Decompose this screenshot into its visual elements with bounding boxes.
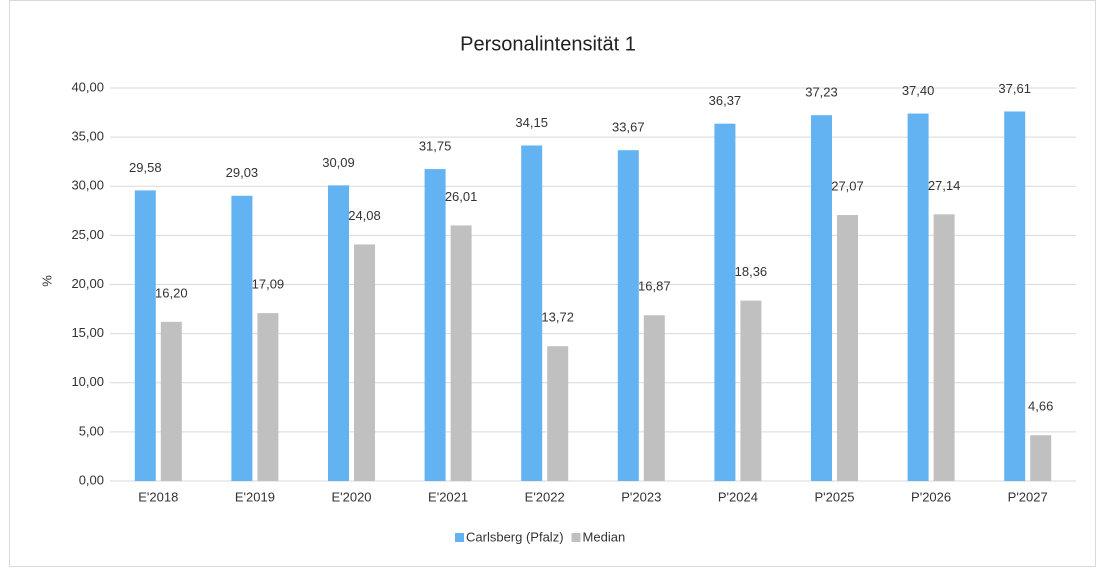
data-label: 27,07 [831,178,864,193]
data-label: 37,61 [998,81,1031,96]
data-label: 30,09 [322,155,355,170]
x-tick-label: P'2025 [814,489,854,504]
bar [907,113,929,482]
x-tick-label: E'2018 [138,489,178,504]
data-label: 18,36 [735,264,768,279]
bar [933,214,955,482]
x-tick-label: E'2019 [235,489,275,504]
x-tick-label: P'2023 [621,489,661,504]
bar [1030,435,1052,481]
x-tick-label: E'2021 [428,489,468,504]
bar [714,123,736,482]
y-tick-label: 10,00 [71,374,104,389]
bar [740,300,762,481]
bar [424,169,446,481]
data-label: 4,66 [1028,399,1053,414]
bar [134,190,156,481]
legend-label: Median [583,529,626,544]
data-label: 37,23 [805,85,838,100]
bar [643,315,665,481]
bar [160,321,182,481]
bar [547,346,569,481]
x-tick-label: P'2027 [1008,489,1048,504]
data-label: 26,01 [445,189,478,204]
data-label: 16,87 [638,279,671,294]
y-axis-label: % [39,275,54,287]
data-label: 13,72 [541,310,574,325]
y-tick-label: 30,00 [71,178,104,193]
data-label: 34,15 [515,115,548,130]
bar [257,313,279,481]
bar [450,225,472,481]
bar [328,185,349,481]
y-tick-label: 20,00 [71,276,104,291]
data-label: 31,75 [419,138,452,153]
data-label: 17,09 [252,277,285,292]
y-tick-label: 35,00 [71,129,104,144]
legend-swatch [571,533,581,542]
x-tick-label: P'2024 [718,489,758,504]
y-tick-label: 5,00 [79,423,104,438]
bar [231,195,253,481]
x-tick-label: E'2020 [331,489,371,504]
chart-title: Personalintensität 1 [460,33,636,55]
data-label: 24,08 [348,208,381,223]
data-label: 33,67 [612,120,645,135]
bar [354,244,375,481]
x-tick-label: E'2022 [525,489,565,504]
bar [617,150,639,481]
data-label: 29,58 [129,160,162,175]
x-tick-label: P'2026 [911,489,951,504]
legend-swatch [455,533,464,542]
data-label: 37,40 [902,83,935,98]
data-label: 16,20 [155,285,188,300]
legend-label: Carlsberg (Pfalz) [466,529,564,544]
data-label: 27,14 [928,178,961,193]
y-tick-label: 0,00 [79,472,104,487]
y-tick-label: 40,00 [71,79,104,94]
y-tick-label: 15,00 [71,325,104,340]
bar [811,115,832,482]
data-label: 36,37 [709,93,742,108]
bar [837,215,858,482]
bar [1004,111,1026,481]
data-label: 29,03 [226,165,259,180]
y-tick-label: 25,00 [71,227,104,242]
bar [521,145,543,481]
